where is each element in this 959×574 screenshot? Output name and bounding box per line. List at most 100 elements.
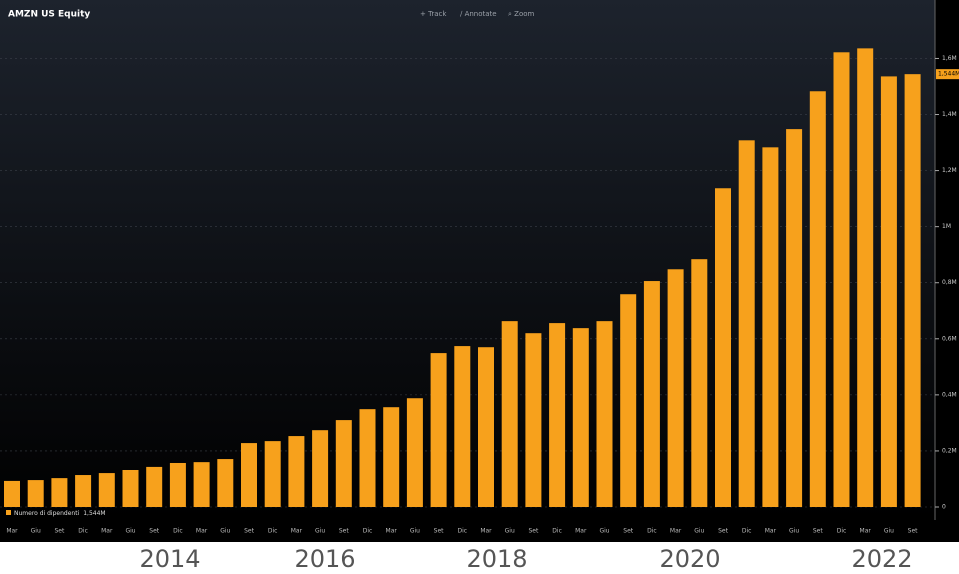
x-tick-label: Dic [742,528,752,535]
year-label: 2014 [139,545,200,573]
bar [169,462,186,507]
x-tick-label: Giu [315,528,325,535]
bar [572,328,589,507]
x-tick-label: Giu [125,528,135,535]
x-tick-label: Dic [647,528,657,535]
y-tick-label: 0,6M [942,335,957,342]
tool-zoom[interactable]: ⌕ Zoom [508,10,535,18]
bar [122,469,139,507]
bar [525,333,542,507]
y-tick-label: 0,8M [942,279,957,286]
year-label: 2022 [851,545,912,573]
bar [217,459,234,507]
bar [4,480,20,507]
bar [288,436,305,507]
x-tick-label: Dic [363,528,373,535]
x-tick-label: Set [813,528,824,535]
y-tick-label: 0,4M [942,391,957,398]
x-tick-label: Mar [6,528,18,535]
value-tag [936,69,959,80]
x-tick-label: Set [718,528,729,535]
x-tick-label: Giu [410,528,420,535]
x-tick-label: Mar [765,528,777,535]
bar [691,259,708,507]
bar [786,129,803,507]
x-tick-label: Set [54,528,65,535]
bar [359,409,376,507]
x-tick-label: Giu [884,528,894,535]
bar [264,441,281,507]
x-tick-label: Mar [291,528,303,535]
ticker: AMZN US Equity [8,10,90,20]
bar [430,353,447,507]
bar [715,188,731,507]
x-tick-label: Dic [552,528,562,535]
x-tick-label: Set [149,528,160,535]
x-tick-label: Set [908,528,919,535]
x-tick-label: Dic [173,528,183,535]
bar [596,321,613,507]
bar [904,74,921,508]
x-tick-label: Mar [575,528,587,535]
bar [241,443,257,507]
x-tick-label: Set [339,528,350,535]
bar [312,430,329,507]
bar [833,52,850,507]
x-tick-label: Giu [220,528,230,535]
bar [406,398,423,507]
bar [501,321,518,507]
bar [667,269,684,507]
x-tick-label: Giu [599,528,609,535]
x-tick-label: Giu [31,528,41,535]
bar [146,466,163,507]
y-tick-label: 0,2M [942,447,957,454]
year-label: 2018 [466,545,527,573]
bar [478,347,494,507]
x-tick-label: Dic [78,528,88,535]
x-tick-label: Set [623,528,634,535]
value-label: 1,544M [938,71,959,78]
bar [51,478,68,507]
bar [383,407,400,507]
year-label: 2016 [294,545,355,573]
x-tick-label: Mar [196,528,208,535]
tool-annotate[interactable]: ∕ Annotate [460,10,497,18]
x-tick-label: Set [434,528,445,535]
legend-name: Numero di dipendenti [14,510,80,517]
x-tick-label: Giu [694,528,704,535]
bar [98,473,115,507]
bar [762,147,779,508]
x-tick-label: Set [528,528,539,535]
y-tick-label: 1,4M [942,111,957,118]
bar [454,346,471,507]
bar [809,91,826,508]
x-tick-label: Set [244,528,255,535]
tool-track[interactable]: + Track [420,10,447,18]
bar [880,76,897,507]
x-tick-label: Dic [837,528,847,535]
x-tick-label: Giu [789,528,799,535]
legend-value: 1,544M [83,510,105,517]
y-tick-label: 1,6M [942,55,957,62]
x-tick-label: Mar [386,528,398,535]
bar [27,480,44,507]
bar [193,462,210,507]
legend-swatch [6,510,11,515]
x-tick-label: Mar [101,528,113,535]
bar [549,323,566,507]
bar [620,294,637,507]
legend-label: Numero di dipendenti 1,544M [14,510,106,517]
year-label: 2020 [659,545,720,573]
bar [75,475,92,507]
x-tick-label: Dic [268,528,278,535]
x-tick-label: Mar [670,528,682,535]
x-tick-label: Giu [505,528,515,535]
bar [738,140,755,508]
y-tick-label: 1M [942,223,951,230]
x-tick-label: Dic [458,528,468,535]
bar [857,48,874,508]
bar [335,420,352,507]
bar [643,281,660,507]
y-tick-label: 0 [942,504,946,511]
